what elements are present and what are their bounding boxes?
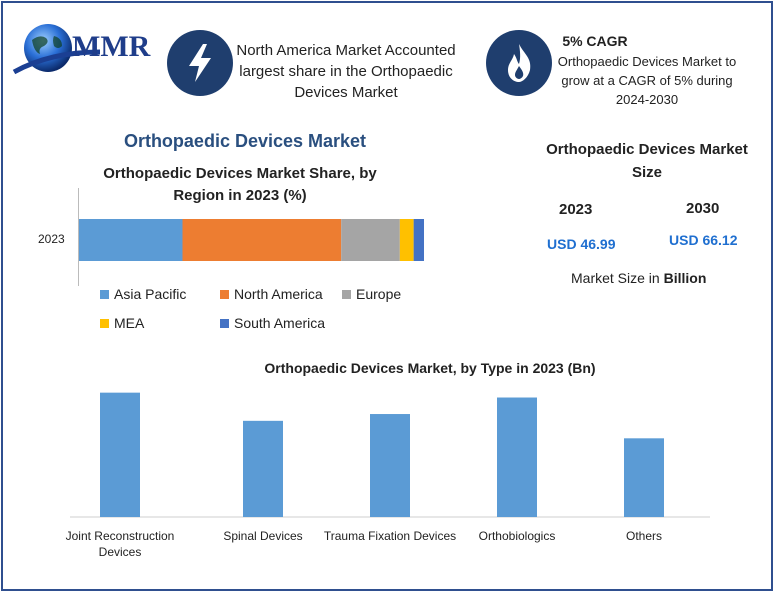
market-size-value-2023: USD 46.99 bbox=[547, 236, 616, 252]
legend-label: North America bbox=[234, 286, 323, 302]
cagr-callout: Orthopaedic Devices Market to grow at a … bbox=[557, 54, 737, 107]
type-category-label: Spinal Devices bbox=[223, 529, 303, 543]
legend-label: South America bbox=[234, 315, 326, 331]
share-chart-axis bbox=[78, 188, 79, 286]
market-size-unit: Market Size in Billion bbox=[571, 270, 706, 286]
type-bar-chart bbox=[70, 392, 710, 518]
market-size-unit-bold: Billion bbox=[663, 270, 707, 286]
share-chart-tick-label: 2023 bbox=[38, 232, 65, 246]
market-size-year-2030: 2030 bbox=[686, 200, 720, 217]
type-chart-title: Orthopaedic Devices Market, by Type in 2… bbox=[264, 360, 596, 376]
share-segment-north-america bbox=[182, 219, 342, 261]
legend-item-asia-pacific: Asia Pacific bbox=[100, 286, 186, 302]
legend-swatch bbox=[100, 319, 109, 328]
legend-label: Asia Pacific bbox=[114, 286, 187, 302]
share-segment-south-america bbox=[413, 219, 424, 261]
market-size-year-2023: 2023 bbox=[559, 201, 593, 218]
legend-item-europe: Europe bbox=[342, 286, 401, 302]
share-legend: Asia Pacific North America Europe MEA South … bbox=[100, 286, 430, 346]
type-category-label: Trauma Fixation Devices bbox=[323, 529, 457, 543]
legend-label: Europe bbox=[356, 286, 402, 302]
type-category-label: Joint Reconstruction Devices bbox=[65, 529, 175, 559]
flame-icon bbox=[486, 30, 552, 96]
type-bar-spinal-devices bbox=[243, 420, 283, 517]
market-size-value-2030: USD 66.12 bbox=[669, 232, 738, 248]
share-chart-title: Orthopaedic Devices Market Share, by Reg… bbox=[103, 165, 377, 204]
legend-item-north-america: North America bbox=[220, 286, 323, 302]
legend-swatch bbox=[220, 290, 229, 299]
market-size-title: Orthopaedic Devices Market Size bbox=[546, 141, 748, 181]
type-category-label: Orthobiologics bbox=[478, 529, 556, 543]
logo-text: MMR bbox=[72, 30, 151, 63]
share-segment-europe bbox=[341, 219, 400, 261]
legend-swatch bbox=[100, 290, 109, 299]
share-segment-asia-pacific bbox=[79, 219, 183, 261]
market-title: Orthopaedic Devices Market bbox=[123, 131, 367, 151]
legend-item-mea: MEA bbox=[100, 315, 144, 331]
north-america-callout: North America Market Accounted largest s… bbox=[236, 42, 456, 101]
type-bar-joint-reconstruction-devices bbox=[100, 392, 140, 517]
type-bar-others bbox=[624, 438, 664, 517]
type-category-label: Others bbox=[625, 529, 662, 543]
share-segment-mea bbox=[399, 219, 414, 261]
legend-item-south-america: South America bbox=[220, 315, 325, 331]
type-bar-trauma-fixation-devices bbox=[370, 414, 410, 517]
market-size-unit-prefix: Market Size in bbox=[571, 270, 664, 286]
mmr-globe-logo bbox=[12, 24, 101, 75]
lightning-bolt-icon bbox=[167, 30, 233, 96]
type-bar-orthobiologics bbox=[497, 397, 537, 517]
share-stacked-bar bbox=[79, 219, 424, 261]
legend-label: MEA bbox=[114, 315, 145, 331]
cagr-title: 5% CAGR bbox=[562, 33, 628, 49]
legend-swatch bbox=[342, 290, 351, 299]
legend-swatch bbox=[220, 319, 229, 328]
